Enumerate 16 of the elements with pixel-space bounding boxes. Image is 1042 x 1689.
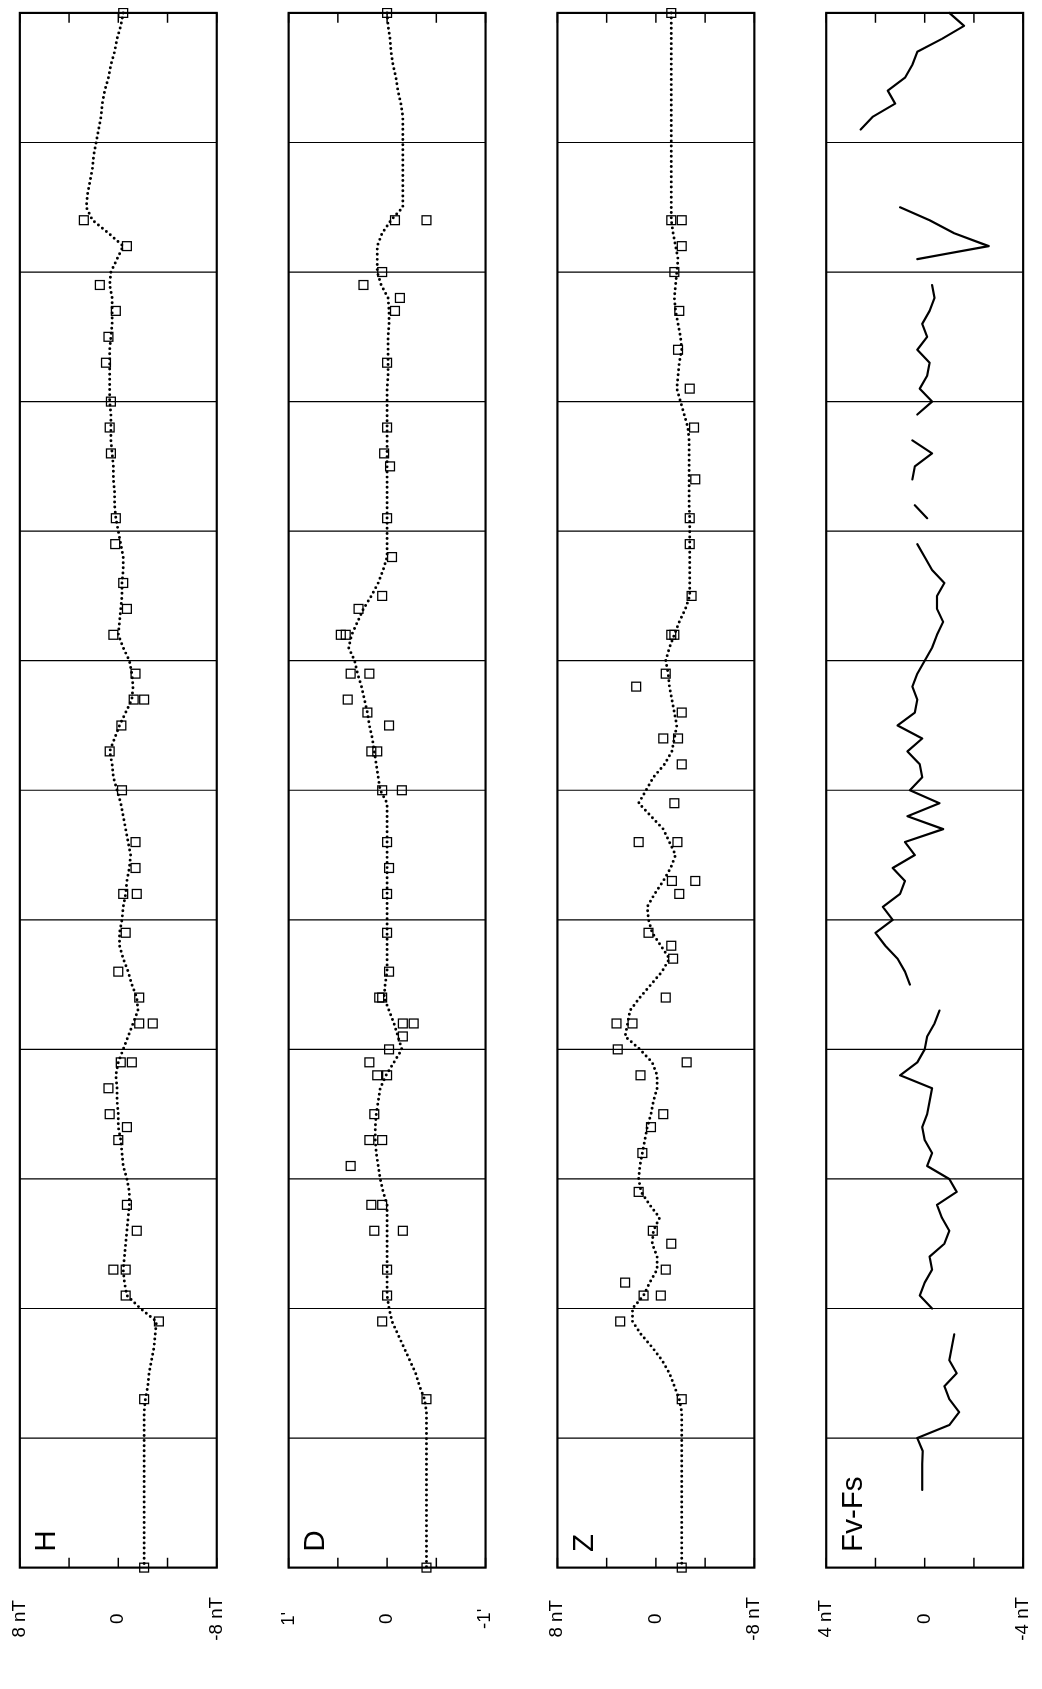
x-tick-label: -1' [473, 1608, 495, 1629]
x-tick-label: 8 nT [545, 1600, 567, 1638]
text: Z [565, 1533, 599, 1552]
x-tick-label: -8 nT [742, 1597, 764, 1641]
x-tick-label: 0 [643, 1613, 665, 1625]
x-tick-label: -4 nT [1011, 1597, 1033, 1641]
x-tick-label: -8 nT [204, 1597, 226, 1641]
text: D [297, 1530, 331, 1552]
x-tick-label: 0 [375, 1613, 397, 1625]
x-tick-label: 1' [276, 1611, 298, 1626]
x-tick-label: 0 [912, 1613, 934, 1625]
x-tick-label: 8 nT [7, 1600, 29, 1638]
x-tick-label: 4 nT [814, 1600, 836, 1638]
text: H [28, 1530, 62, 1552]
x-tick-label: 0 [106, 1613, 128, 1625]
text: Fv-Fs [834, 1476, 868, 1552]
